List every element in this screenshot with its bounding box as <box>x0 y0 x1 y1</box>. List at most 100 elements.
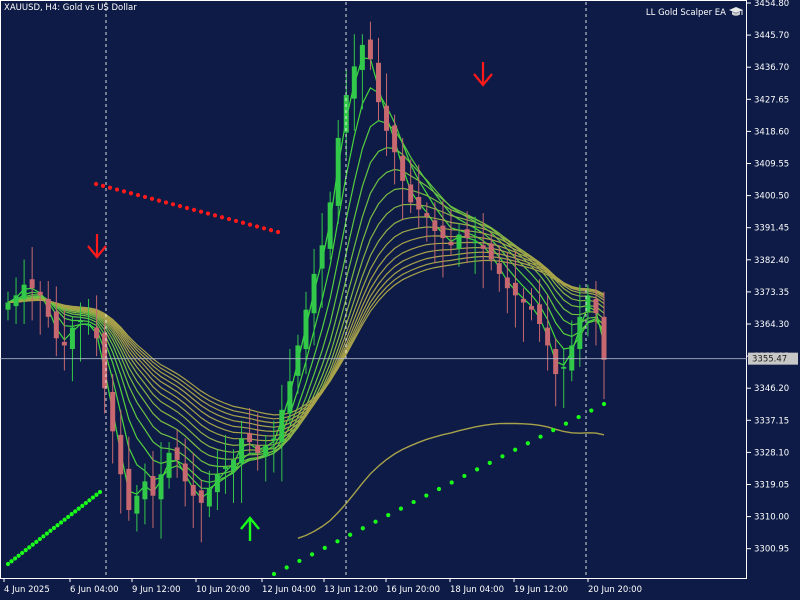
candle-body <box>601 316 607 360</box>
candle[interactable] <box>222 434 228 494</box>
candle-body <box>263 445 269 457</box>
moving-average-line <box>7 255 605 420</box>
candle[interactable] <box>520 288 526 342</box>
expert-advisor-label[interactable]: LL Gold Scalper EA <box>645 8 726 18</box>
candle[interactable] <box>53 286 59 357</box>
candle[interactable] <box>601 291 607 400</box>
x-tick-label: 16 Jun 20:00 <box>386 585 440 595</box>
candle[interactable] <box>512 250 518 328</box>
candle[interactable] <box>126 436 132 521</box>
buy-signal-dot <box>462 473 467 479</box>
candle[interactable] <box>448 209 454 257</box>
candle[interactable] <box>206 470 212 518</box>
candle[interactable] <box>504 252 510 314</box>
buy-signal-dot <box>12 556 18 561</box>
candle[interactable] <box>351 34 357 131</box>
candle[interactable] <box>577 284 583 367</box>
buy-signal-dot <box>5 561 11 567</box>
candle[interactable] <box>343 69 349 158</box>
candle[interactable] <box>585 284 591 337</box>
y-tick-label: 3445.70 <box>754 31 789 41</box>
candle[interactable] <box>529 288 535 321</box>
candle[interactable] <box>37 281 43 335</box>
chart-frame <box>0 0 747 579</box>
candle-body <box>150 476 156 496</box>
candle[interactable] <box>214 449 220 511</box>
candle[interactable] <box>287 349 293 425</box>
candle[interactable] <box>198 479 204 543</box>
candle[interactable] <box>545 295 551 371</box>
candle[interactable] <box>311 248 317 346</box>
candle[interactable] <box>69 316 75 382</box>
candle[interactable] <box>319 213 325 308</box>
candle[interactable] <box>247 408 253 453</box>
candle[interactable] <box>359 34 365 110</box>
candle[interactable] <box>569 320 575 382</box>
candle[interactable] <box>158 442 164 539</box>
sell-signal-dot <box>142 194 148 200</box>
buy-signal-dot <box>309 552 315 557</box>
candle-body <box>537 304 543 324</box>
graduation-cap-icon[interactable] <box>728 6 744 18</box>
moving-average-line <box>7 226 605 442</box>
candle[interactable] <box>561 349 567 409</box>
y-tick-label: 3391.45 <box>754 224 789 234</box>
candle[interactable] <box>279 384 285 482</box>
candle[interactable] <box>150 450 156 528</box>
candle[interactable] <box>5 291 11 321</box>
candle[interactable] <box>553 338 559 407</box>
candle[interactable] <box>335 120 341 224</box>
candle-body <box>271 438 277 441</box>
candle-body <box>86 323 92 326</box>
candle[interactable] <box>384 73 390 156</box>
candle[interactable] <box>327 191 333 260</box>
candle-body <box>392 125 398 153</box>
candle[interactable] <box>480 213 486 289</box>
candle[interactable] <box>166 442 172 489</box>
candle[interactable] <box>61 309 67 371</box>
candle[interactable] <box>392 114 398 185</box>
candle-body <box>77 320 83 323</box>
candle[interactable] <box>190 452 196 528</box>
candle[interactable] <box>303 291 309 375</box>
candle[interactable] <box>29 247 35 321</box>
candle[interactable] <box>142 463 148 525</box>
candle[interactable] <box>21 259 27 324</box>
candle[interactable] <box>110 374 116 464</box>
candle[interactable] <box>255 413 261 471</box>
candle[interactable] <box>593 281 599 346</box>
candle[interactable] <box>271 420 277 473</box>
candle[interactable] <box>118 409 124 514</box>
candle[interactable] <box>94 295 100 357</box>
candle[interactable] <box>77 302 83 362</box>
candle[interactable] <box>440 200 446 278</box>
buy-signal-dot <box>322 545 327 550</box>
candle[interactable] <box>432 202 438 264</box>
candle[interactable] <box>496 245 502 292</box>
candle[interactable] <box>295 334 301 394</box>
candle[interactable] <box>375 37 381 121</box>
candle[interactable] <box>408 159 414 214</box>
candle[interactable] <box>488 232 494 271</box>
candle[interactable] <box>102 322 108 414</box>
candle[interactable] <box>174 429 180 478</box>
candle[interactable] <box>416 164 422 228</box>
candles[interactable] <box>5 21 607 543</box>
candle[interactable] <box>537 279 543 342</box>
candle[interactable] <box>45 281 51 328</box>
candle[interactable] <box>182 438 188 507</box>
candle[interactable] <box>456 223 462 267</box>
candle[interactable] <box>367 21 373 70</box>
candle[interactable] <box>134 484 140 532</box>
candle[interactable] <box>13 277 19 324</box>
candle[interactable] <box>239 420 245 503</box>
candle[interactable] <box>464 211 470 264</box>
candle[interactable] <box>424 202 430 242</box>
candle[interactable] <box>231 449 237 503</box>
candle-body <box>206 488 212 507</box>
candle[interactable] <box>263 434 269 482</box>
candle[interactable] <box>400 137 406 221</box>
candle[interactable] <box>472 216 478 274</box>
candle[interactable] <box>86 298 92 335</box>
